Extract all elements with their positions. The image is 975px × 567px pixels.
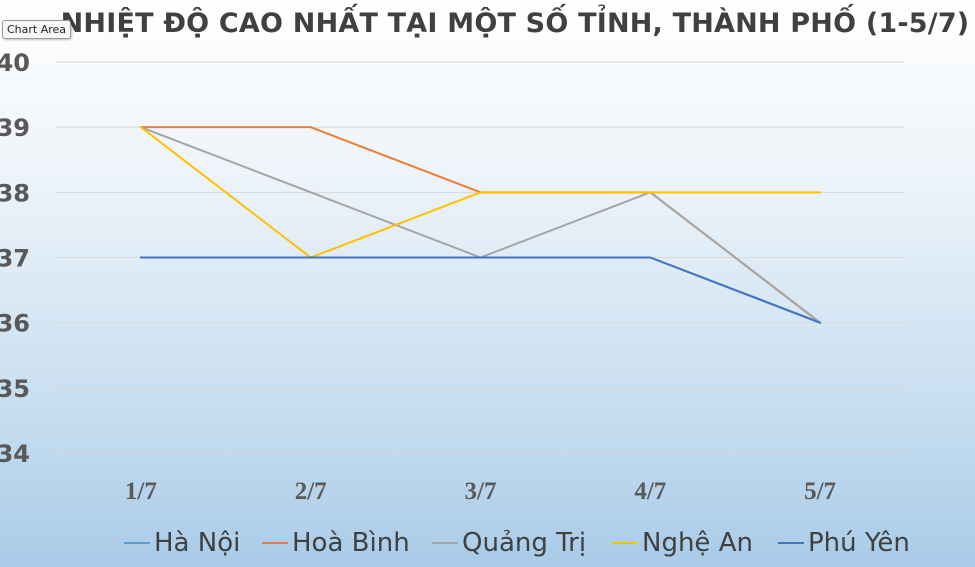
legend-label: Quảng Trị xyxy=(462,528,587,558)
legend-swatch xyxy=(778,542,804,544)
legend-label: Hà Nội xyxy=(154,528,241,558)
legend-item[interactable]: Nghệ An xyxy=(612,528,753,558)
series-line-5[interactable] xyxy=(139,256,822,324)
legend-label: Nghệ An xyxy=(642,528,753,558)
legend-label: Phú Yên xyxy=(808,528,910,558)
legend-item[interactable]: Quảng Trị xyxy=(432,528,586,558)
series-line-2[interactable] xyxy=(139,126,822,324)
chart-legend: Hà Nội Hoà Bình Quảng Trị Nghệ An Phú Yên xyxy=(0,528,975,562)
legend-swatch xyxy=(432,542,458,544)
legend-item[interactable]: Phú Yên xyxy=(778,528,910,558)
y-tick-label: 37 xyxy=(0,245,30,273)
x-axis xyxy=(55,452,906,460)
y-tick-label: 40 xyxy=(0,49,30,77)
y-tick-label: 38 xyxy=(0,179,30,207)
legend-label: Hoà Bình xyxy=(292,528,410,558)
x-tick-label: 1/7 xyxy=(125,478,157,505)
legend-swatch xyxy=(262,542,288,544)
x-axis-tick-labels: 1/7 2/7 3/7 4/7 5/7 xyxy=(125,478,836,505)
x-tick-label: 4/7 xyxy=(634,478,666,505)
y-axis-tick-labels: 34 35 36 37 38 39 40 xyxy=(0,49,30,468)
x-tick-label: 2/7 xyxy=(295,478,327,505)
chart-area-tooltip: Chart Area xyxy=(2,20,72,39)
gridlines xyxy=(56,61,905,389)
legend-item[interactable]: Hà Nội xyxy=(124,528,240,558)
x-tick-label: 3/7 xyxy=(465,478,497,505)
series-lines xyxy=(139,126,822,324)
legend-item[interactable]: Hoà Bình xyxy=(262,528,410,558)
series-line-3[interactable] xyxy=(139,126,822,324)
series-line-4[interactable] xyxy=(139,126,822,259)
y-tick-label: 39 xyxy=(0,114,30,142)
legend-swatch xyxy=(124,542,150,544)
y-tick-label: 35 xyxy=(0,375,30,403)
y-tick-label: 34 xyxy=(0,440,30,468)
y-tick-label: 36 xyxy=(0,310,30,338)
legend-swatch xyxy=(612,542,638,544)
series-line-1[interactable] xyxy=(139,256,822,324)
x-tick-label: 5/7 xyxy=(804,478,836,505)
chart-title: NHIỆT ĐỘ CAO NHẤT TẠI MỘT SỐ TỈNH, THÀNH… xyxy=(60,8,970,39)
